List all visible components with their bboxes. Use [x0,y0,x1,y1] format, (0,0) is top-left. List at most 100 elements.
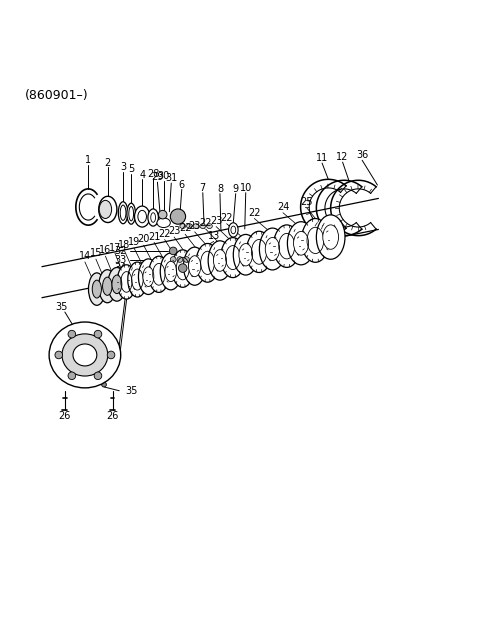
Ellipse shape [117,265,136,299]
Ellipse shape [193,224,199,228]
Ellipse shape [143,267,154,286]
Ellipse shape [138,210,146,223]
Ellipse shape [134,206,150,227]
Text: 15: 15 [90,248,102,258]
Text: 34: 34 [114,263,126,273]
Text: 16: 16 [99,245,111,255]
Ellipse shape [108,268,126,301]
Circle shape [179,264,187,273]
Ellipse shape [99,200,112,218]
Text: 22: 22 [248,208,261,218]
Text: 22: 22 [199,218,212,228]
Ellipse shape [294,232,309,255]
Text: 25: 25 [300,197,313,207]
Circle shape [107,351,115,359]
Text: 35: 35 [56,302,68,312]
Circle shape [55,351,62,359]
Text: 1: 1 [85,155,91,165]
Ellipse shape [157,218,170,228]
Text: 22: 22 [158,229,171,239]
Text: 23: 23 [210,216,222,226]
Text: 9: 9 [233,184,239,194]
Ellipse shape [88,273,105,305]
Text: 5: 5 [128,164,134,174]
Text: 24: 24 [277,202,289,212]
Circle shape [68,330,76,338]
Text: 35: 35 [125,386,138,396]
Ellipse shape [73,344,97,366]
Ellipse shape [112,275,122,293]
Text: 8: 8 [217,184,223,194]
Ellipse shape [316,215,345,259]
Circle shape [158,210,167,219]
Ellipse shape [128,262,147,297]
Text: 10: 10 [240,183,252,193]
Ellipse shape [165,261,177,281]
Ellipse shape [160,253,181,290]
Ellipse shape [239,243,252,266]
Ellipse shape [103,277,112,295]
Ellipse shape [231,226,236,234]
Text: 21: 21 [148,232,160,241]
Ellipse shape [138,259,158,295]
Circle shape [184,256,190,262]
Text: 20: 20 [137,235,150,245]
Text: 22: 22 [220,213,233,223]
Text: 33: 33 [114,255,126,265]
Ellipse shape [187,224,192,228]
Ellipse shape [99,270,116,303]
Text: 23: 23 [168,227,180,236]
Ellipse shape [129,207,133,221]
Text: 36: 36 [356,150,368,160]
Text: 2: 2 [105,158,111,168]
Text: 3: 3 [120,162,126,172]
Ellipse shape [208,241,232,280]
Text: 11: 11 [316,154,328,163]
Ellipse shape [127,203,135,224]
Ellipse shape [265,238,280,261]
Text: 23: 23 [189,221,201,231]
Ellipse shape [301,218,329,262]
Ellipse shape [288,222,315,265]
Ellipse shape [92,280,101,298]
Text: 17: 17 [109,243,121,253]
Text: 31: 31 [165,173,178,183]
Circle shape [177,256,183,262]
Text: 7: 7 [200,183,206,193]
Circle shape [94,372,102,379]
Ellipse shape [62,334,108,376]
Text: 6: 6 [179,180,185,190]
Ellipse shape [206,224,212,228]
Ellipse shape [180,224,186,228]
Text: 28: 28 [147,168,159,178]
Ellipse shape [200,224,205,228]
Text: 4: 4 [139,170,145,180]
Ellipse shape [148,209,158,226]
Ellipse shape [259,228,286,270]
Circle shape [102,382,107,387]
Circle shape [68,372,76,379]
Text: 29: 29 [151,172,164,182]
Ellipse shape [221,238,245,278]
Circle shape [169,247,177,255]
Text: 26: 26 [59,411,71,421]
Ellipse shape [172,250,193,287]
Text: 32: 32 [114,246,126,256]
Circle shape [170,209,186,224]
Ellipse shape [120,205,126,220]
Ellipse shape [118,202,128,224]
Ellipse shape [99,197,117,223]
Ellipse shape [214,250,227,271]
Ellipse shape [246,232,272,273]
Text: 14: 14 [79,251,91,261]
Text: 30: 30 [157,172,170,182]
Ellipse shape [228,223,238,237]
Text: 19: 19 [128,237,140,247]
Text: 18: 18 [119,240,131,250]
Ellipse shape [274,225,300,268]
Ellipse shape [196,243,219,282]
Circle shape [170,256,176,262]
Ellipse shape [49,322,120,388]
Ellipse shape [323,225,338,249]
Text: 12: 12 [336,152,349,162]
